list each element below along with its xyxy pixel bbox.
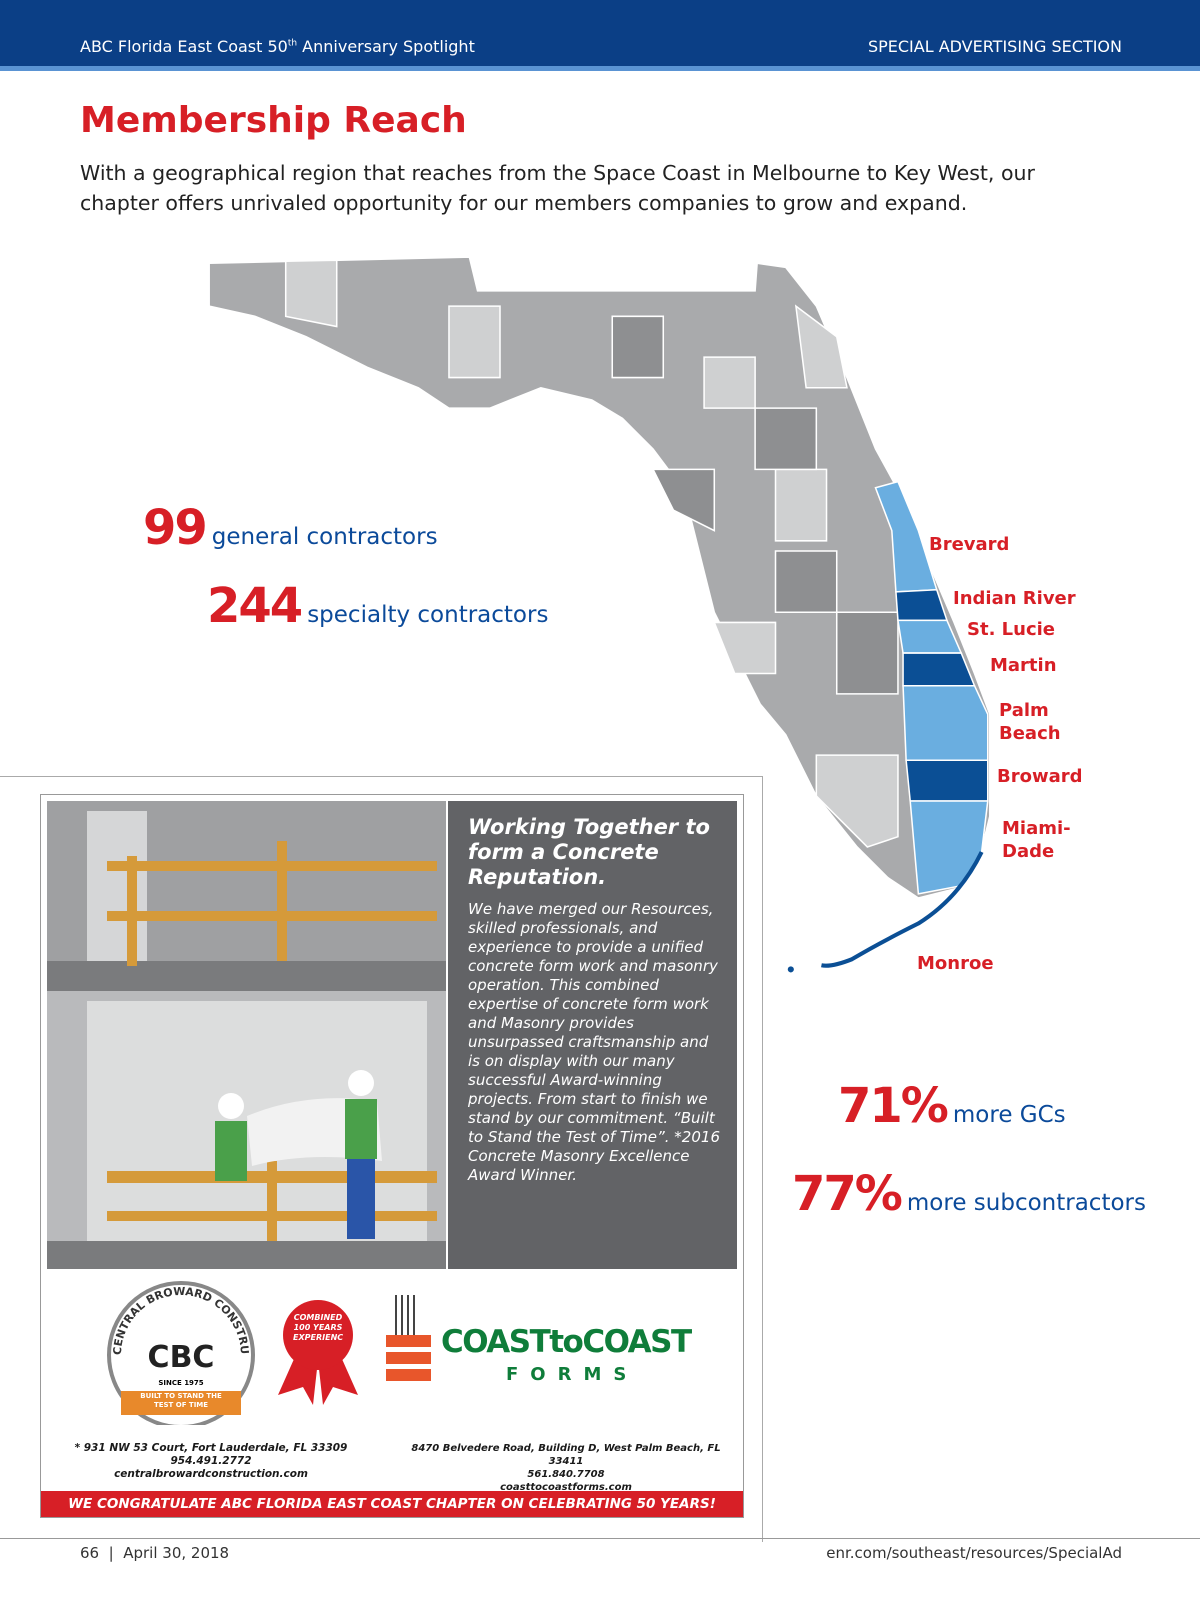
header-section: SPECIAL ADVERTISING SECTION (867, 37, 1122, 56)
header-sup: th (287, 38, 298, 49)
ad-text-panel: Working Together to form a Concrete Repu… (448, 801, 737, 1269)
stat-text: more GCs (952, 1102, 1066, 1128)
county-monroe-keys (821, 851, 984, 968)
ctc-logo: COASTtoCOAST FORMS (386, 1295, 693, 1385)
issue-date: April 30, 2018 (123, 1544, 230, 1562)
ctc-name: COASTtoCOAST (441, 1324, 692, 1360)
county-shading (611, 315, 899, 695)
county-label: Monroe (917, 953, 994, 974)
cbc-logo: CENTRAL BROWARD CONSTRUCTION CBC SINCE 1… (96, 1275, 255, 1425)
contact-line: centralbrowardconstruction.com (114, 1468, 308, 1480)
footer-url: enr.com/southeast/resources/SpecialAd (826, 1544, 1122, 1562)
contact-line: 561.840.7708 (527, 1469, 605, 1480)
ribbon-text: COMBINED 100 YEARS EXPERIENCE (293, 1313, 343, 1342)
header-title: ABC Florida East Coast 50th Anniversary … (80, 37, 475, 56)
county-label: Broward (997, 766, 1083, 787)
ad-headline: Working Together to form a Concrete Repu… (468, 815, 710, 889)
county-label: Miami-Dade (1002, 818, 1071, 862)
stat: 99 general contractors (143, 500, 438, 556)
ad-banner: WE CONGRATULATE ABC FLORIDA EAST COAST C… (41, 1491, 743, 1517)
stat-number: 99 (143, 500, 208, 556)
county-label: Palm Beach (999, 700, 1061, 744)
contact-line: 8470 Belvedere Road, Building D, West Pa… (411, 1443, 721, 1467)
footer-left: 66 | April 30, 2018 (80, 1544, 230, 1562)
contact-line: coasttocoastforms.com (500, 1482, 632, 1493)
cbc-motto: BUILT TO STAND THE TEST OF TIME (140, 1392, 222, 1409)
contact-line: * 931 NW 53 Court, Fort Lauderdale, FL 3… (74, 1442, 348, 1454)
stat-number: 244 (207, 578, 303, 634)
header-bar: ABC Florida East Coast 50th Anniversary … (0, 0, 1200, 71)
header-title-text: ABC Florida East Coast 50 (80, 37, 288, 56)
key-west (787, 966, 794, 973)
stat: 244 specialty contractors (207, 578, 548, 634)
stat-text: more subcontractors (906, 1190, 1146, 1216)
intro: With a geographical region that reaches … (80, 161, 1035, 215)
ad-frame (0, 776, 763, 1542)
title: Membership Reach (80, 100, 467, 141)
stat-number: 71% (838, 1078, 949, 1134)
county-palm-beach (902, 684, 989, 761)
stat: 71% more GCs (838, 1078, 1066, 1134)
county-broward (905, 759, 989, 802)
ribbon-badge: COMBINED 100 YEARS EXPERIENCE (278, 1300, 358, 1405)
ad-illustration (47, 801, 446, 1269)
ctc-sub: FORMS (506, 1364, 638, 1385)
ad-body: We have merged our Resources, skilled pr… (468, 900, 720, 1184)
header-title-text: Anniversary Spotlight (302, 37, 475, 56)
cbc-initials: CBC (148, 1340, 215, 1375)
stat-number: 77% (792, 1166, 903, 1222)
county-label: Martin (990, 655, 1057, 676)
stat: 77% more subcontractors (792, 1166, 1146, 1222)
contact-right: 8470 Belvedere Road, Building D, West Pa… (396, 1442, 736, 1494)
advertisement: Working Together to form a Concrete Repu… (40, 794, 744, 1518)
county-label: Indian River (953, 588, 1076, 609)
page-number: 66 (80, 1544, 100, 1562)
county-label: Brevard (929, 534, 1010, 555)
county-martin (902, 652, 976, 687)
county-shading (284, 259, 899, 848)
footer-rule (0, 1538, 1200, 1539)
cbc-since: SINCE 1975 (158, 1379, 203, 1387)
stat-text: general contractors (211, 524, 438, 550)
county-miami-dade (909, 800, 989, 895)
stat-text: specialty contractors (307, 602, 549, 628)
contact-line: 954.491.2772 (170, 1455, 252, 1467)
contact-left: * 931 NW 53 Court, Fort Lauderdale, FL 3… (46, 1442, 376, 1481)
county-label: St. Lucie (967, 619, 1056, 640)
